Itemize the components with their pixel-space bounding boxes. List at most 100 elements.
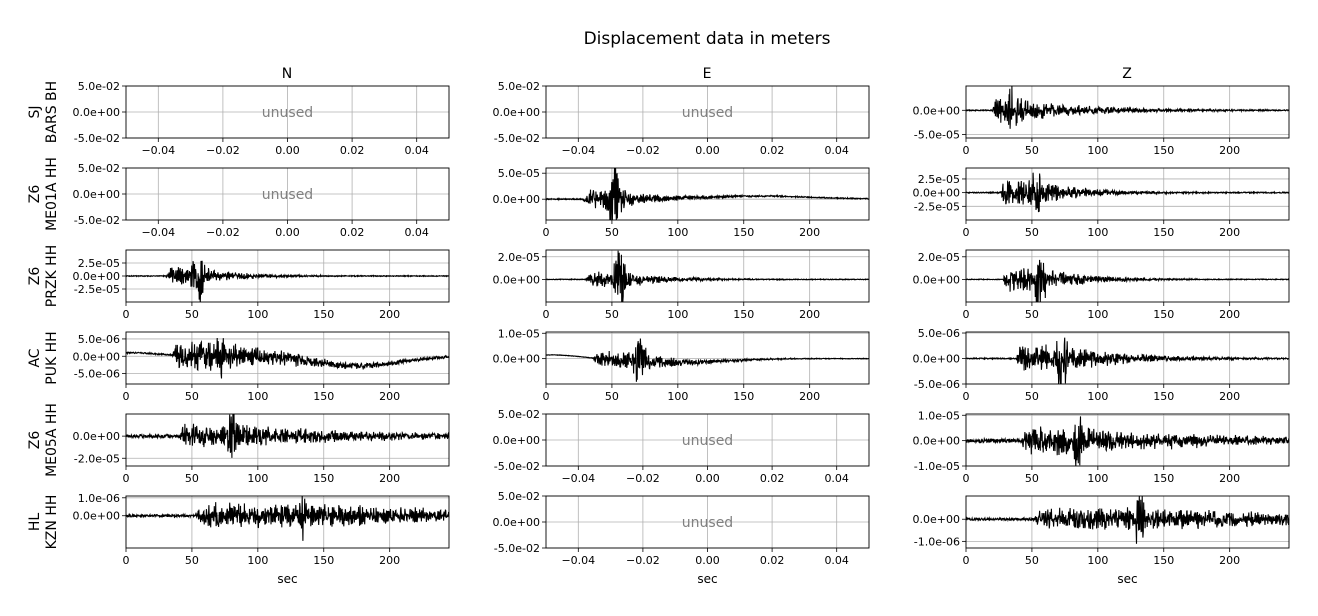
x-tick-label: 50 bbox=[1025, 226, 1039, 239]
x-tick-label: 0.00 bbox=[695, 472, 720, 485]
seismic-trace bbox=[125, 260, 450, 303]
x-tick-label: 150 bbox=[1153, 472, 1174, 485]
x-axis-label: sec bbox=[277, 572, 297, 586]
x-tick-label: −0.04 bbox=[561, 144, 595, 157]
x-axis-label: sec bbox=[697, 572, 717, 586]
seismic-trace bbox=[965, 337, 1290, 385]
panel-frame bbox=[965, 331, 1290, 385]
x-tick-label: 50 bbox=[1025, 390, 1039, 403]
y-tick-label: 0.0e+00 bbox=[73, 188, 120, 201]
y-tick-label: 0.0e+00 bbox=[493, 516, 540, 529]
y-tick-label: 0.0e+00 bbox=[73, 106, 120, 119]
x-tick-label: 200 bbox=[379, 308, 400, 321]
y-tick-label: -2.5e-05 bbox=[914, 200, 960, 213]
seismic-trace bbox=[545, 167, 870, 221]
panel-r1-c0: −0.04 −0.02 0.00 0.02 0.04 5.0e-02 0.0e+00 -5.0… bbox=[73, 162, 450, 239]
panel-r4-c0: 0 50 100 150 200 0.0e+00 -2.0e-05 bbox=[73, 413, 450, 485]
column-title-n: N bbox=[282, 66, 292, 82]
x-tick-label: 0.00 bbox=[695, 144, 720, 157]
y-tick-label: 0.0e+00 bbox=[73, 430, 120, 443]
seismic-trace bbox=[545, 250, 870, 303]
panel-frame bbox=[545, 85, 870, 139]
panel-r5-c2: 0 50 100 150 200 0.0e+00 -1.0e-06 sec bbox=[913, 495, 1290, 586]
x-tick-label: −0.04 bbox=[561, 554, 595, 567]
panel-r4-c1: −0.04 −0.02 0.00 0.02 0.04 5.0e-02 0.0e+00 -5.0… bbox=[493, 408, 870, 485]
panel-r2-c2: 0 50 100 150 200 2.0e-05 0.0e+00 bbox=[913, 249, 1290, 321]
panel-frame bbox=[545, 249, 870, 303]
y-tick-label: 0.0e+00 bbox=[73, 350, 120, 363]
row-network-label: Z6 bbox=[27, 267, 43, 286]
y-tick-label: -2.0e-05 bbox=[74, 452, 120, 465]
y-tick-label: 2.5e-05 bbox=[78, 257, 120, 270]
y-tick-label: 2.0e-05 bbox=[918, 251, 960, 264]
x-tick-label: −0.02 bbox=[626, 554, 660, 567]
x-tick-label: 200 bbox=[799, 390, 820, 403]
row-station-label: ME01A HH bbox=[44, 157, 60, 231]
row-network-label: HL bbox=[27, 513, 43, 532]
panel-frame bbox=[545, 167, 870, 221]
x-tick-label: 150 bbox=[313, 472, 334, 485]
x-tick-label: 50 bbox=[1025, 554, 1039, 567]
row-label-0: SJ BARS BH bbox=[27, 81, 60, 143]
panel-r1-c1: 0 50 100 150 200 5.0e-05 0.0e+00 bbox=[493, 167, 870, 239]
x-tick-label: 100 bbox=[247, 472, 268, 485]
x-tick-label: 100 bbox=[1087, 390, 1108, 403]
x-axis-label: sec bbox=[1117, 572, 1137, 586]
panel-r3-c1: 0 50 100 150 200 1.0e-05 0.0e+00 bbox=[493, 327, 870, 403]
x-tick-label: 150 bbox=[733, 226, 754, 239]
seismic-trace bbox=[965, 495, 1290, 544]
figure-title: Displacement data in meters bbox=[584, 29, 831, 49]
x-tick-label: 150 bbox=[1153, 144, 1174, 157]
x-tick-label: 0 bbox=[963, 144, 970, 157]
y-tick-label: 0.0e+00 bbox=[913, 273, 960, 286]
row-network-label: AC bbox=[27, 348, 43, 367]
x-tick-label: 0 bbox=[123, 554, 130, 567]
x-tick-label: −0.04 bbox=[141, 144, 175, 157]
x-tick-label: 0 bbox=[543, 390, 550, 403]
x-tick-label: 0.02 bbox=[340, 144, 365, 157]
seismic-trace bbox=[125, 337, 450, 379]
x-tick-label: 0 bbox=[543, 308, 550, 321]
row-network-label: Z6 bbox=[27, 185, 43, 204]
y-tick-label: -5.0e-02 bbox=[74, 214, 120, 227]
x-tick-label: 0 bbox=[963, 308, 970, 321]
x-tick-label: 150 bbox=[313, 390, 334, 403]
panel-frame bbox=[965, 413, 1290, 467]
x-tick-label: 50 bbox=[185, 308, 199, 321]
panel-frame bbox=[125, 167, 450, 221]
row-label-3: AC PUK HH bbox=[27, 331, 60, 384]
y-tick-label: -5.0e-06 bbox=[914, 378, 960, 391]
x-tick-label: 100 bbox=[1087, 308, 1108, 321]
panel-r2-c1: 0 50 100 150 200 2.0e-05 0.0e+00 bbox=[493, 249, 870, 321]
x-tick-label: 150 bbox=[733, 308, 754, 321]
x-tick-label: 200 bbox=[1219, 554, 1240, 567]
panel-r3-c0: 0 50 100 150 200 5.0e-06 0.0e+00 -5.0e-06 bbox=[73, 331, 450, 403]
y-tick-label: 0.0e+00 bbox=[493, 106, 540, 119]
x-tick-label: 200 bbox=[799, 308, 820, 321]
panel-r2-c0: 0 50 100 150 200 2.5e-050.0e+00-2.5e-05 bbox=[73, 249, 450, 321]
x-tick-label: 0.04 bbox=[824, 472, 849, 485]
x-tick-label: 0 bbox=[963, 390, 970, 403]
panel-frame bbox=[965, 495, 1290, 549]
panel-r4-c2: 0 50 100 150 200 1.0e-05 0.0e+00 -1.0e-05 bbox=[913, 409, 1290, 485]
column-title-z: Z bbox=[1122, 66, 1132, 82]
y-tick-label: 5.0e-02 bbox=[498, 80, 540, 93]
seismic-trace bbox=[545, 338, 870, 382]
x-tick-label: 100 bbox=[667, 226, 688, 239]
y-tick-label: 0.0e+00 bbox=[913, 513, 960, 526]
x-tick-label: 150 bbox=[1153, 390, 1174, 403]
row-station-label: PUK HH bbox=[44, 331, 60, 384]
x-tick-label: 200 bbox=[379, 390, 400, 403]
x-tick-label: 200 bbox=[1219, 472, 1240, 485]
y-tick-label: -1.0e-06 bbox=[914, 535, 960, 548]
y-tick-label: 0.0e+00 bbox=[913, 104, 960, 117]
x-tick-label: 100 bbox=[247, 308, 268, 321]
x-tick-label: 200 bbox=[379, 554, 400, 567]
y-tick-label: -5.0e-02 bbox=[494, 132, 540, 145]
y-tick-label: -5.0e-02 bbox=[494, 460, 540, 473]
row-station-label: ME05A HH bbox=[44, 403, 60, 477]
x-tick-label: 50 bbox=[185, 390, 199, 403]
panel-frame bbox=[125, 331, 450, 385]
y-tick-label: 2.5e-05 bbox=[918, 173, 960, 186]
x-tick-label: 0.00 bbox=[275, 144, 300, 157]
